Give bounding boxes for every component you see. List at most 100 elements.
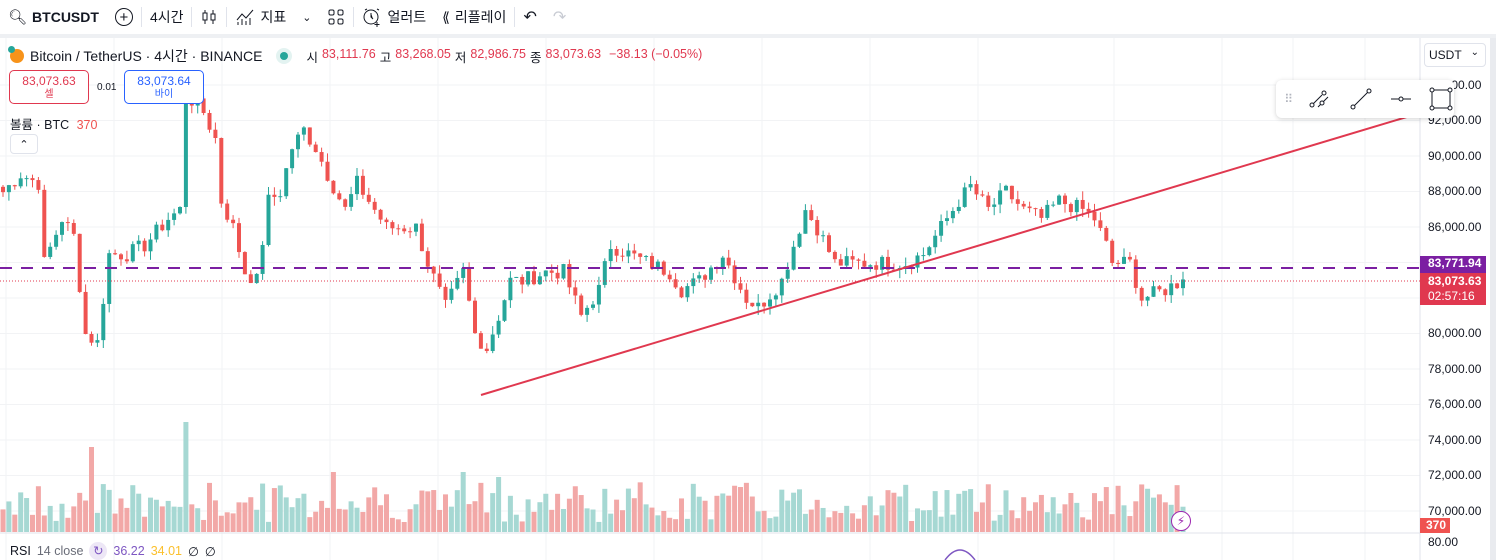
collapse-legend-button[interactable]: ⌃ (10, 134, 38, 154)
candle (1027, 206, 1032, 209)
volume-bar (395, 519, 401, 532)
indicators-button[interactable]: 지표 (227, 0, 294, 34)
volume-bar (903, 484, 909, 532)
volume-bar (861, 505, 867, 532)
candle (71, 223, 76, 234)
sell-button[interactable]: 83,073.63 셀 (9, 70, 89, 104)
interval-button[interactable]: 4시간 (149, 9, 184, 25)
candle (980, 194, 985, 196)
volume-bar (620, 510, 625, 532)
replay-button[interactable]: ⟪ 리플레이 (442, 8, 507, 26)
candle (1098, 220, 1103, 228)
candle (650, 256, 654, 269)
candle (880, 256, 885, 270)
candle (331, 180, 336, 194)
volume-bar (496, 477, 502, 532)
volume-bar (12, 514, 18, 532)
candle (962, 187, 967, 207)
grid-icon (328, 9, 344, 25)
candle (248, 274, 253, 284)
trend-line-tool-icon[interactable] (1348, 85, 1374, 113)
candle (372, 201, 377, 210)
layouts-button[interactable] (319, 0, 353, 34)
symbol-search-button[interactable]: 🔍︎ BTCUSDT (8, 9, 99, 26)
candle (490, 334, 495, 352)
volume-bar (24, 498, 30, 532)
parallel-channel-tool-icon[interactable] (1307, 85, 1333, 113)
candle (384, 219, 389, 223)
horizontal-ray-tool-icon[interactable] (1388, 85, 1414, 113)
candle (1169, 283, 1174, 296)
volume-bar (460, 472, 466, 532)
volume-bar (909, 521, 915, 532)
volume-bar (590, 509, 596, 532)
candle (6, 185, 11, 193)
volume-bar (743, 482, 749, 532)
candle (414, 223, 418, 232)
volume-bar (661, 510, 667, 532)
toolbar-separator (0, 34, 1496, 38)
price-chart[interactable] (0, 38, 1490, 560)
volume-bar (974, 511, 979, 532)
indicators-dropdown[interactable]: ⌄ (294, 0, 319, 34)
symbol-title[interactable]: Bitcoin / TetherUS · 4시간 · BINANCE (30, 48, 263, 64)
volume-bar (625, 488, 631, 532)
volume-bar (838, 512, 844, 532)
volume-bar (118, 498, 124, 532)
volume-bar (124, 507, 130, 532)
candle (697, 275, 702, 279)
candle (691, 278, 696, 287)
volume-bar (348, 501, 354, 532)
rsi-axis-label: 80.00 (1428, 535, 1459, 549)
volume-bar (1127, 516, 1133, 532)
candle (408, 231, 413, 233)
candle (756, 302, 761, 307)
price-axis-label: 86,000.00 (1428, 219, 1482, 234)
volume-bar (561, 508, 566, 532)
candle (785, 269, 790, 279)
candle (390, 222, 395, 229)
volume-bar (1103, 487, 1109, 532)
drag-handle-icon[interactable]: ⠿ (1284, 92, 1294, 106)
candle (1045, 204, 1050, 218)
compare-symbol-button[interactable]: + (107, 0, 141, 34)
lightning-icon[interactable]: ⚡︎ (1171, 511, 1191, 531)
candle (254, 273, 259, 284)
candle (30, 178, 35, 181)
refresh-icon[interactable]: ↻ (89, 542, 108, 560)
rectangle-tool-icon[interactable] (1428, 85, 1454, 113)
volume-bar (779, 489, 785, 532)
candle (343, 199, 348, 207)
volume-bar (832, 511, 838, 532)
volume-bar (378, 505, 384, 532)
candle (797, 233, 802, 247)
currency-selector[interactable]: USDT ⌄ (1424, 43, 1486, 67)
candle (1157, 286, 1162, 290)
price-axis-label: 90,000.00 (1428, 148, 1482, 163)
undo-button[interactable]: ↶ (515, 0, 544, 34)
chevron-down-icon: ⌄ (1470, 47, 1479, 58)
volume-bar (372, 487, 378, 532)
volume-bar (826, 517, 832, 532)
volume-bar (755, 511, 761, 532)
candle (1039, 209, 1044, 218)
volume-bar (578, 495, 584, 532)
volume-bar (47, 505, 53, 532)
volume-bar (189, 504, 195, 532)
volume-bar (844, 505, 850, 532)
candle (602, 261, 607, 285)
volume-bar (1151, 497, 1156, 532)
price-axis-label: 76,000.00 (1428, 397, 1482, 411)
candle (974, 184, 979, 195)
buy-button[interactable]: 83,073.64 바이 (124, 70, 204, 104)
volume-bar (956, 493, 962, 532)
chart-type-button[interactable] (192, 0, 226, 34)
divider (191, 7, 193, 27)
candle (1068, 204, 1073, 213)
redo-button[interactable]: ↷ (545, 0, 574, 34)
candle (585, 307, 590, 315)
volume-bar (142, 516, 148, 532)
scrollbar[interactable] (1490, 38, 1496, 560)
undo-icon: ↶ (523, 9, 537, 26)
alert-button[interactable]: 얼러트 (354, 0, 434, 34)
